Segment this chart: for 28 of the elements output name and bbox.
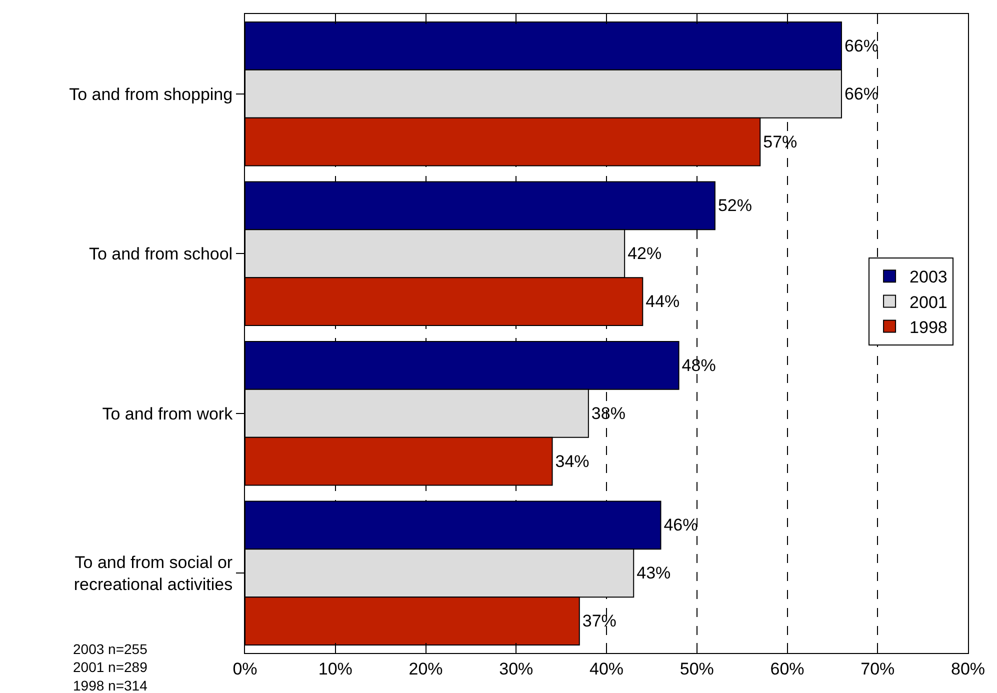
y-tick-label: To and from shopping — [69, 84, 233, 104]
data-label: 57% — [763, 132, 798, 152]
legend-label: 2001 — [910, 292, 948, 312]
legend-label: 2003 — [910, 268, 948, 287]
data-label: 48% — [682, 356, 716, 375]
x-tick-label: 70% — [860, 659, 895, 678]
x-tick-label: 10% — [318, 659, 352, 678]
y-tick-label: To and from school — [88, 244, 233, 264]
x-tick-label: 40% — [589, 659, 624, 678]
data-label: 66% — [844, 84, 879, 104]
x-tick-label: 60% — [770, 659, 804, 678]
y-tick-label: To and from social or recreational activities — [74, 553, 233, 594]
y-tick-label: To and from work — [102, 404, 234, 424]
data-label: 37% — [582, 612, 616, 631]
data-label: 66% — [844, 36, 879, 56]
legend-label: 1998 — [910, 318, 948, 337]
data-label: 43% — [636, 564, 671, 583]
data-label: 34% — [555, 452, 590, 471]
data-label: 44% — [646, 292, 680, 312]
data-label: 42% — [628, 244, 662, 264]
text: 2003 n=255 2001 n=289 1998 n=314 — [73, 641, 148, 693]
x-tick-label: 50% — [680, 659, 714, 678]
data-label: 52% — [718, 196, 752, 216]
x-tick-label: 30% — [499, 659, 534, 678]
data-label: 46% — [664, 516, 698, 535]
x-tick-label: 80% — [950, 659, 986, 678]
x-tick-label: 0% — [232, 659, 258, 678]
x-tick-label: 20% — [408, 659, 443, 678]
